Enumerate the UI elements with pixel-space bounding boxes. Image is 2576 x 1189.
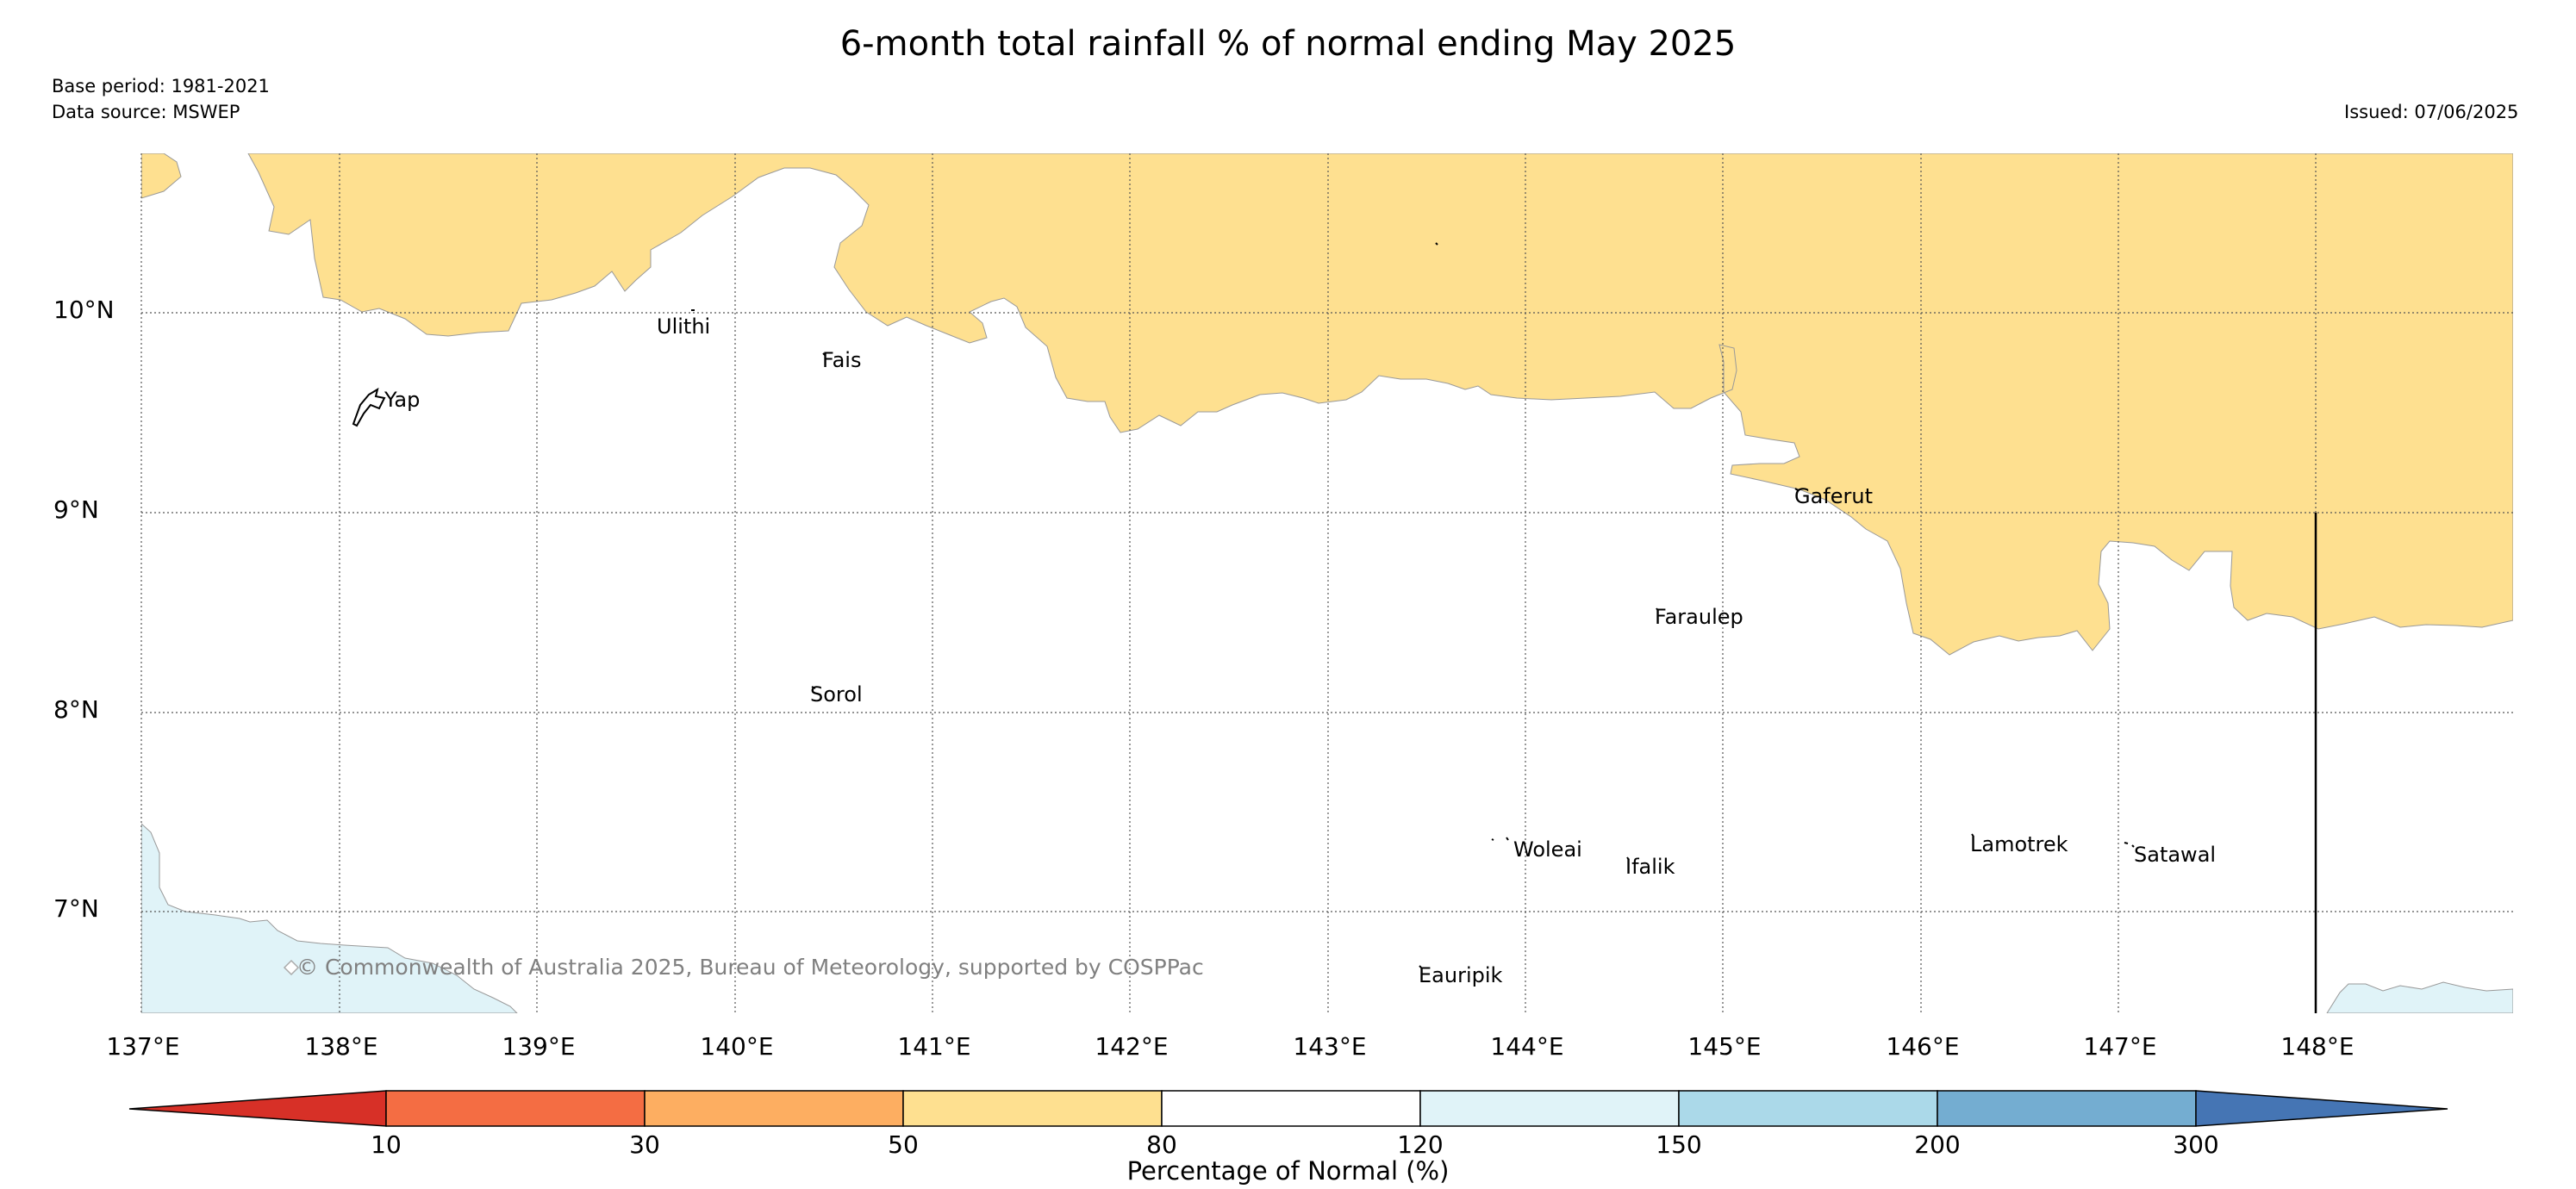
colorbar-bin-150-200 [1678,1090,1938,1127]
yap-island-shape [352,387,386,427]
base-period-text: Base period: 1981-2021 [52,76,270,96]
colorbar-tick-30: 30 [629,1130,660,1159]
colorbar [128,1090,2448,1127]
lon-label-146e: 146°E [1886,1032,1960,1061]
lat-label-7n: 7°N [53,894,99,923]
rainfall-region-120-150-southeast [2326,981,2513,1013]
colorbar-bin-10-30 [385,1090,646,1127]
lon-label-145e: 145°E [1687,1032,1762,1061]
colorbar-tick-200: 200 [1914,1130,1961,1159]
lon-label-137e: 137°E [106,1032,180,1061]
colorbar-tick-80: 80 [1146,1130,1177,1159]
lon-label-144e: 144°E [1490,1032,1564,1061]
colorbar-tick-150: 150 [1656,1130,1702,1159]
colorbar-bin-80-120 [1161,1090,1421,1127]
lat-label-8n: 8°N [53,695,99,724]
lon-label-141e: 141°E [897,1032,971,1061]
colorbar-bin-50-80 [902,1090,1163,1127]
place-label-faraulep: Faraulep [1655,605,1743,629]
place-label-lamotrek: Lamotrek [1970,832,2068,856]
place-label-yap: Yap [384,388,421,412]
place-label-woleai: Woleai [1513,837,1582,862]
place-label-ifalik: Ifalik [1625,855,1675,879]
lon-label-147e: 147°E [2083,1032,2157,1061]
colorbar-tick-50: 50 [888,1130,919,1159]
place-label-ulithi: Ulithi [657,314,711,339]
rainfall-region-50-80-main [247,153,2513,656]
lon-label-143e: 143°E [1293,1032,1367,1061]
map-gridlines [141,153,2513,1013]
colorbar-tick-300: 300 [2173,1130,2219,1159]
colorbar-bin-200-300 [1937,1090,2197,1127]
lon-label-140e: 140°E [700,1032,774,1061]
rainfall-region-50-80 [141,153,182,199]
lat-label-9n: 9°N [53,495,99,524]
place-label-eauripik: Eauripik [1419,963,1503,987]
colorbar-tick-10: 10 [371,1130,402,1159]
place-label-satawal: Satawal [2134,843,2217,867]
colorbar-bin-below-10 [128,1090,387,1127]
colorbar-bin-above-300 [2195,1090,2448,1127]
lon-label-138e: 138°E [304,1032,378,1061]
copyright-text: © Commonwealth of Australia 2025, Bureau… [296,955,1204,980]
map-title: 6-month total rainfall % of normal endin… [839,24,1737,64]
rainfall-region-120-150-southwest [141,823,518,1013]
place-label-gaferut: Gaferut [1794,484,1874,508]
lat-label-10n: 10°N [53,296,115,324]
lon-label-148e: 148°E [2280,1032,2355,1061]
colorbar-tick-120: 120 [1397,1130,1444,1159]
data-source-text: Data source: MSWEP [52,102,240,122]
copyright-logo-icon [283,959,300,976]
island-markers [691,242,2135,968]
place-label-sorol: Sorol [810,682,863,707]
colorbar-bin-30-50 [644,1090,904,1127]
place-label-fais: Fais [822,348,862,372]
lon-label-142e: 142°E [1095,1032,1169,1061]
colorbar-bin-120-150 [1419,1090,1680,1127]
colorbar-title: Percentage of Normal (%) [1126,1156,1450,1186]
issued-date-text: Issued: 07/06/2025 [2344,102,2519,122]
lon-label-139e: 139°E [502,1032,576,1061]
